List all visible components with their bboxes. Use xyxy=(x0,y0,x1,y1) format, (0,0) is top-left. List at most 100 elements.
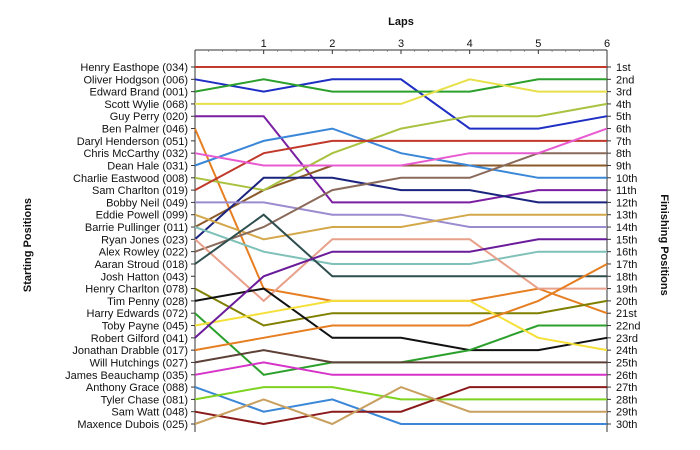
series-line-18 xyxy=(194,213,607,278)
finish-position-label: 29th xyxy=(616,407,637,419)
finish-position-label: 11th xyxy=(616,185,637,197)
series-line-22 xyxy=(194,299,608,352)
series-line-3 xyxy=(194,78,607,93)
finish-position-label: 17th xyxy=(616,259,637,271)
start-position-label: Henry Easthope (034) xyxy=(80,62,188,74)
finish-position-label: 26th xyxy=(616,370,637,382)
finish-position-label: 30th xyxy=(616,419,637,431)
series-line-27 xyxy=(194,386,607,425)
series-line-24 xyxy=(194,263,608,352)
series-line-25 xyxy=(194,349,607,364)
series-line-8 xyxy=(194,127,607,179)
start-position-label: Charlie Eastwood (008) xyxy=(73,173,188,185)
y-axis-title-right: Finishing Positions xyxy=(658,194,670,295)
series-lines xyxy=(194,66,608,426)
start-position-label: Josh Hatton (043) xyxy=(101,271,188,283)
starting-position-labels: Henry Easthope (034)Oliver Hodgson (006)… xyxy=(65,62,188,431)
start-position-label: Aaran Stroud (018) xyxy=(94,259,188,271)
start-position-label: Robert Gilford (041) xyxy=(91,333,188,345)
series-line-4 xyxy=(195,78,607,105)
series-line-11 xyxy=(194,176,607,241)
start-position-label: Tim Penny (028) xyxy=(107,296,188,308)
start-position-label: Eddie Powell (099) xyxy=(96,210,188,222)
start-position-label: Anthony Grace (088) xyxy=(86,382,188,394)
series-line-7 xyxy=(194,164,607,228)
start-position-label: Sam Charlton (019) xyxy=(92,185,188,197)
start-position-label: Barrie Pullinger (011) xyxy=(85,222,188,234)
finish-position-label: 21st xyxy=(616,308,637,320)
series-line-16 xyxy=(194,226,607,265)
finish-position-label: 24th xyxy=(616,345,637,357)
start-position-label: Maxence Dubois (025) xyxy=(77,419,188,431)
start-position-label: Bobby Neil (049) xyxy=(106,197,188,209)
series-line-30 xyxy=(194,386,607,426)
series-line-17 xyxy=(194,238,607,303)
start-position-label: Will Hutchings (027) xyxy=(90,357,188,369)
finish-position-label: 14th xyxy=(616,222,637,234)
finish-position-label: 19th xyxy=(616,284,637,296)
start-position-label: Tyler Chase (081) xyxy=(101,394,188,406)
start-position-label: Chris McCarthy (032) xyxy=(83,148,188,160)
finish-position-label: 27th xyxy=(616,382,637,394)
start-position-label: James Beauchamp (035) xyxy=(65,370,188,382)
x-tick-label: 2 xyxy=(329,38,335,50)
series-line-5 xyxy=(195,115,607,204)
finish-position-label: 10th xyxy=(616,173,637,185)
finish-position-label: 4th xyxy=(616,99,631,111)
series-line-13 xyxy=(194,213,607,241)
x-tick-label: 4 xyxy=(467,38,473,50)
finishing-position-labels: 1st2nd3rd4th5th6th7th8th9th10th11th12th1… xyxy=(616,62,640,431)
start-position-label: Sam Watt (048) xyxy=(111,407,188,419)
finish-position-label: 22nd xyxy=(616,321,640,333)
x-tick-label: 3 xyxy=(398,38,404,50)
start-position-label: Oliver Hodgson (006) xyxy=(83,74,188,86)
start-position-label: Jonathan Drabble (017) xyxy=(72,345,188,357)
start-position-label: Ryan Jones (023) xyxy=(101,234,188,246)
series-line-9 xyxy=(194,102,608,192)
finish-position-label: 16th xyxy=(616,247,637,259)
finish-position-label: 15th xyxy=(616,234,637,246)
series-line-2 xyxy=(194,78,608,130)
series-line-12 xyxy=(195,201,607,228)
start-position-label: Scott Wylie (068) xyxy=(104,99,188,111)
start-position-label: Toby Payne (045) xyxy=(102,321,188,333)
x-tick-label: 5 xyxy=(535,38,541,50)
series-line-29 xyxy=(194,386,607,426)
start-position-label: Harry Edwards (072) xyxy=(87,308,188,320)
finish-position-label: 23rd xyxy=(616,333,638,345)
finish-position-label: 7th xyxy=(616,136,631,148)
series-line-20 xyxy=(194,287,608,352)
start-position-label: Dean Hale (031) xyxy=(107,160,188,172)
series-line-10 xyxy=(194,139,607,191)
finish-position-label: 25th xyxy=(616,357,637,369)
x-tick-label: 6 xyxy=(604,38,610,50)
series-line-28 xyxy=(194,386,607,401)
finish-position-label: 13th xyxy=(616,210,637,222)
finish-position-label: 28th xyxy=(616,394,637,406)
series-line-26 xyxy=(194,361,607,376)
axes xyxy=(191,49,611,432)
x-tick-labels: 1 2 3 4 5 6 xyxy=(261,38,610,50)
finish-position-label: 1st xyxy=(616,62,631,74)
start-position-label: Henry Charlton (078) xyxy=(85,284,188,296)
start-position-label: Ben Palmer (046) xyxy=(102,124,188,136)
finish-position-label: 5th xyxy=(616,111,631,123)
start-position-label: Edward Brand (001) xyxy=(90,87,188,99)
finish-position-label: 6th xyxy=(616,124,631,136)
finish-position-label: 20th xyxy=(616,296,637,308)
finish-position-label: 8th xyxy=(616,148,631,160)
finish-position-label: 9th xyxy=(616,160,631,172)
finish-position-label: 3rd xyxy=(616,87,632,99)
finish-position-label: 2nd xyxy=(616,74,634,86)
start-position-label: Guy Perry (020) xyxy=(110,111,188,123)
finish-position-label: 18th xyxy=(616,271,637,283)
series-line-15 xyxy=(194,127,608,167)
start-position-label: Alex Rowley (022) xyxy=(99,247,188,259)
x-tick-label: 1 xyxy=(261,38,267,50)
series-line-19 xyxy=(194,287,608,327)
start-position-label: Daryl Henderson (051) xyxy=(77,136,188,148)
series-line-23 xyxy=(194,238,607,339)
finish-position-label: 12th xyxy=(616,197,637,209)
x-axis-title: Laps xyxy=(388,16,414,28)
